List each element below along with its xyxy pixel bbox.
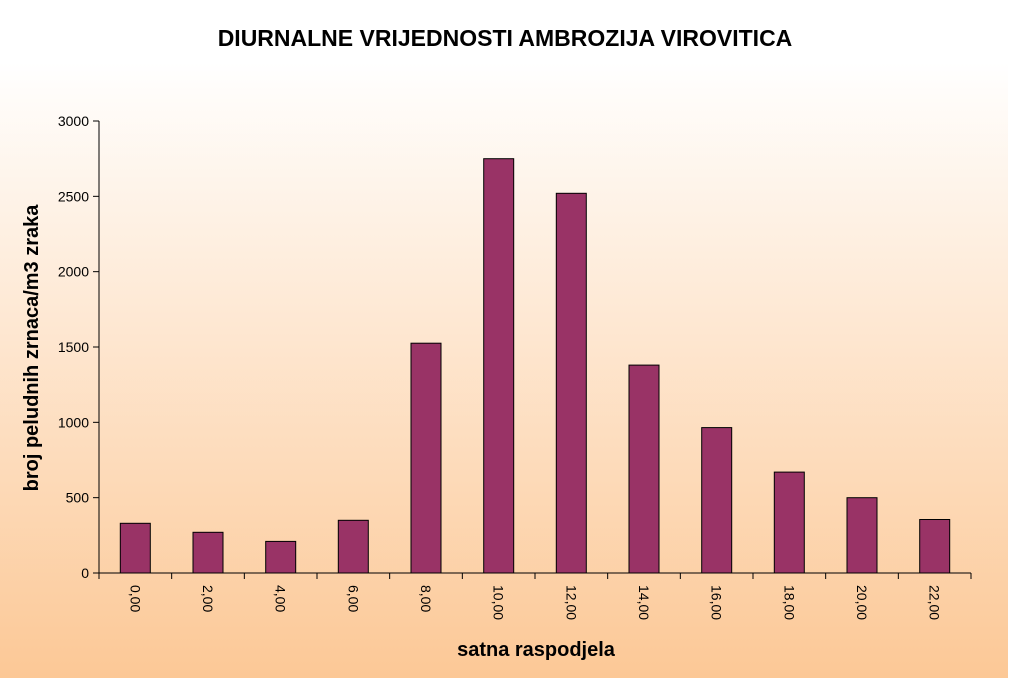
bar-3 [337,519,369,574]
x-tick-label-10: 20,00 [854,585,870,620]
x-tick-label-1: 2,00 [200,585,216,612]
x-axis-label: satna raspodjela [457,639,616,661]
bar-2 [265,540,297,574]
y-tick-label-5: 2500 [58,188,89,204]
bar-9 [773,471,805,574]
y-tick-label-6: 3000 [58,113,89,129]
x-tick-label-0: 0,00 [127,585,143,612]
bar-7 [628,364,660,574]
bar-6 [555,192,587,574]
y-ticks: 0 500 1000 1500 2000 2500 3000 [58,113,99,581]
x-tick-label-9: 18,00 [781,585,797,620]
bar-11 [919,519,951,574]
chart-title: DIURNALNE VRIJEDNOSTI AMBROZIJA VIROVITI… [218,25,793,51]
bar-4 [410,342,442,574]
bar-0 [119,522,151,574]
x-tick-label-6: 12,00 [563,585,579,620]
x-tick-label-11: 22,00 [927,585,943,620]
bar-5 [483,158,515,574]
y-tick-label-3: 1500 [58,339,89,355]
x-tick-label-5: 10,00 [491,585,507,620]
y-tick-label-1: 500 [66,490,90,506]
x-tick-label-2: 4,00 [273,585,289,612]
x-tick-label-3: 6,00 [345,585,361,612]
bars-layer [119,158,951,574]
y-tick-label-0: 0 [81,565,89,581]
x-tick-label-8: 16,00 [709,585,725,620]
bar-8 [701,427,733,574]
y-tick-label-4: 2000 [58,264,89,280]
x-tick-label-7: 14,00 [636,585,652,620]
bar-1 [192,531,224,574]
x-tick-label-4: 8,00 [418,585,434,612]
x-ticks: 0,00 2,00 4,00 6,00 8,00 10,00 12,00 14,00 16,00… [98,573,972,620]
y-tick-label-2: 1000 [58,414,89,430]
bar-10 [846,497,878,574]
y-axis-label: broj peludnih zrnaca/m3 zraka [21,204,43,492]
